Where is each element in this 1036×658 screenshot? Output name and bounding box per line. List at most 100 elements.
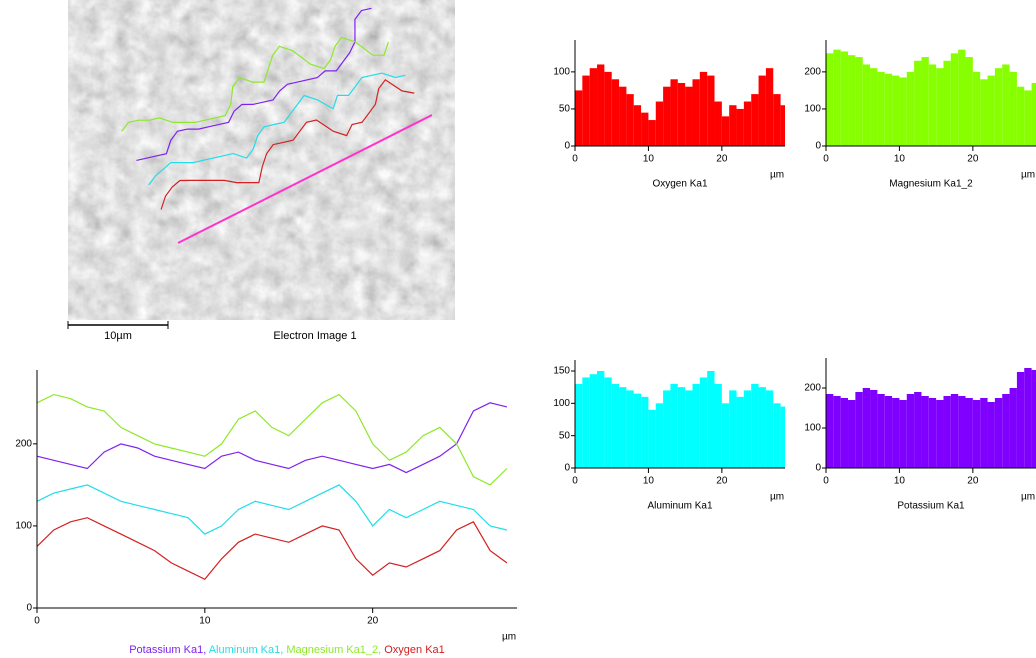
bar xyxy=(877,71,885,146)
x-unit: µm xyxy=(770,492,784,503)
y-tick-label: 0 xyxy=(564,463,570,474)
overlay-profile xyxy=(160,78,415,210)
bar xyxy=(619,387,627,468)
x-tick-label: 20 xyxy=(367,616,379,627)
x-tick-label: 0 xyxy=(823,154,829,165)
x-tick-label: 0 xyxy=(34,616,40,627)
x-unit: µm xyxy=(502,632,516,643)
bar xyxy=(655,101,664,146)
bar xyxy=(685,86,693,146)
bar xyxy=(663,390,671,468)
bar xyxy=(780,105,785,146)
bar xyxy=(826,394,834,468)
bar xyxy=(862,64,871,146)
y-tick-label: 150 xyxy=(553,366,570,377)
bar xyxy=(921,57,929,146)
bar xyxy=(884,73,893,146)
x-tick-label: 0 xyxy=(572,154,578,165)
bar xyxy=(980,398,988,468)
panel-title: Magnesium Ka1_2 xyxy=(889,179,973,190)
bar xyxy=(1009,71,1017,146)
bar xyxy=(936,400,944,468)
bar xyxy=(972,400,981,468)
overlay-profile xyxy=(148,72,406,186)
y-tick-label: 100 xyxy=(553,398,570,409)
y-tick-label: 100 xyxy=(804,104,821,115)
bar xyxy=(892,398,900,468)
overlay-profile xyxy=(121,36,389,132)
series-line xyxy=(36,484,508,535)
bar xyxy=(914,392,922,468)
bar xyxy=(848,400,856,468)
x-unit: µm xyxy=(1021,170,1035,181)
bar xyxy=(950,394,959,468)
bar xyxy=(840,51,849,146)
overlay-profile xyxy=(136,7,372,161)
bar xyxy=(899,77,907,146)
y-tick-label: 200 xyxy=(804,383,821,394)
y-tick-label: 0 xyxy=(815,463,821,474)
bar xyxy=(1009,388,1017,468)
bar xyxy=(833,49,841,146)
bar xyxy=(589,68,598,146)
x-tick-label: 0 xyxy=(823,476,829,487)
bar xyxy=(848,55,856,147)
bar xyxy=(604,71,612,146)
series-line xyxy=(36,393,508,486)
image-title: Electron Image 1 xyxy=(273,330,356,342)
x-tick-label: 10 xyxy=(199,616,211,627)
bar xyxy=(589,374,598,468)
bar xyxy=(743,390,752,468)
electron-image-texture xyxy=(68,0,455,320)
bar xyxy=(855,57,863,146)
y-tick-label: 200 xyxy=(15,439,32,450)
y-tick-label: 200 xyxy=(804,67,821,78)
bar xyxy=(721,403,730,468)
bar xyxy=(648,409,656,468)
legend-entry: Potassium Ka1 xyxy=(129,644,203,656)
bar xyxy=(994,398,1003,468)
bar xyxy=(972,71,981,146)
bar xyxy=(987,402,995,468)
bar xyxy=(877,394,885,468)
bar xyxy=(611,79,620,146)
bar xyxy=(707,370,715,468)
bar xyxy=(626,94,634,146)
bar xyxy=(765,390,774,468)
bar xyxy=(965,57,973,146)
bar xyxy=(707,75,715,146)
panel-title: Aluminum Ka1 xyxy=(647,501,712,512)
bar xyxy=(641,112,649,146)
bar xyxy=(655,403,664,468)
bar xyxy=(736,108,744,146)
bar xyxy=(626,390,634,468)
bar xyxy=(1031,82,1036,146)
x-tick-label: 20 xyxy=(716,476,728,487)
bar xyxy=(648,120,656,146)
bar xyxy=(833,396,841,468)
y-tick-label: 100 xyxy=(15,521,32,532)
bar xyxy=(884,396,893,468)
bar xyxy=(855,392,863,468)
bar xyxy=(870,390,878,468)
legend-separator: , xyxy=(280,644,286,656)
x-tick-label: 10 xyxy=(894,154,906,165)
bar xyxy=(987,75,995,146)
bar xyxy=(958,396,966,468)
bar xyxy=(575,90,583,146)
bar xyxy=(994,68,1003,146)
bar xyxy=(729,105,737,146)
legend-entry: Aluminum Ka1 xyxy=(209,644,281,656)
bar xyxy=(758,387,766,468)
bar xyxy=(943,396,951,468)
bar xyxy=(582,75,590,146)
bar xyxy=(692,79,700,146)
bar xyxy=(1024,90,1032,146)
bar xyxy=(758,75,766,146)
bar xyxy=(773,403,781,468)
legend-separator: , xyxy=(378,644,384,656)
bar xyxy=(751,94,759,146)
legend-entry: Oxygen Ka1 xyxy=(384,644,445,656)
y-tick-label: 0 xyxy=(564,141,570,152)
bar xyxy=(965,398,973,468)
